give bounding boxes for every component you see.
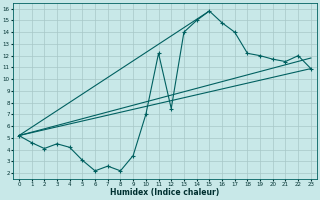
- X-axis label: Humidex (Indice chaleur): Humidex (Indice chaleur): [110, 188, 220, 197]
